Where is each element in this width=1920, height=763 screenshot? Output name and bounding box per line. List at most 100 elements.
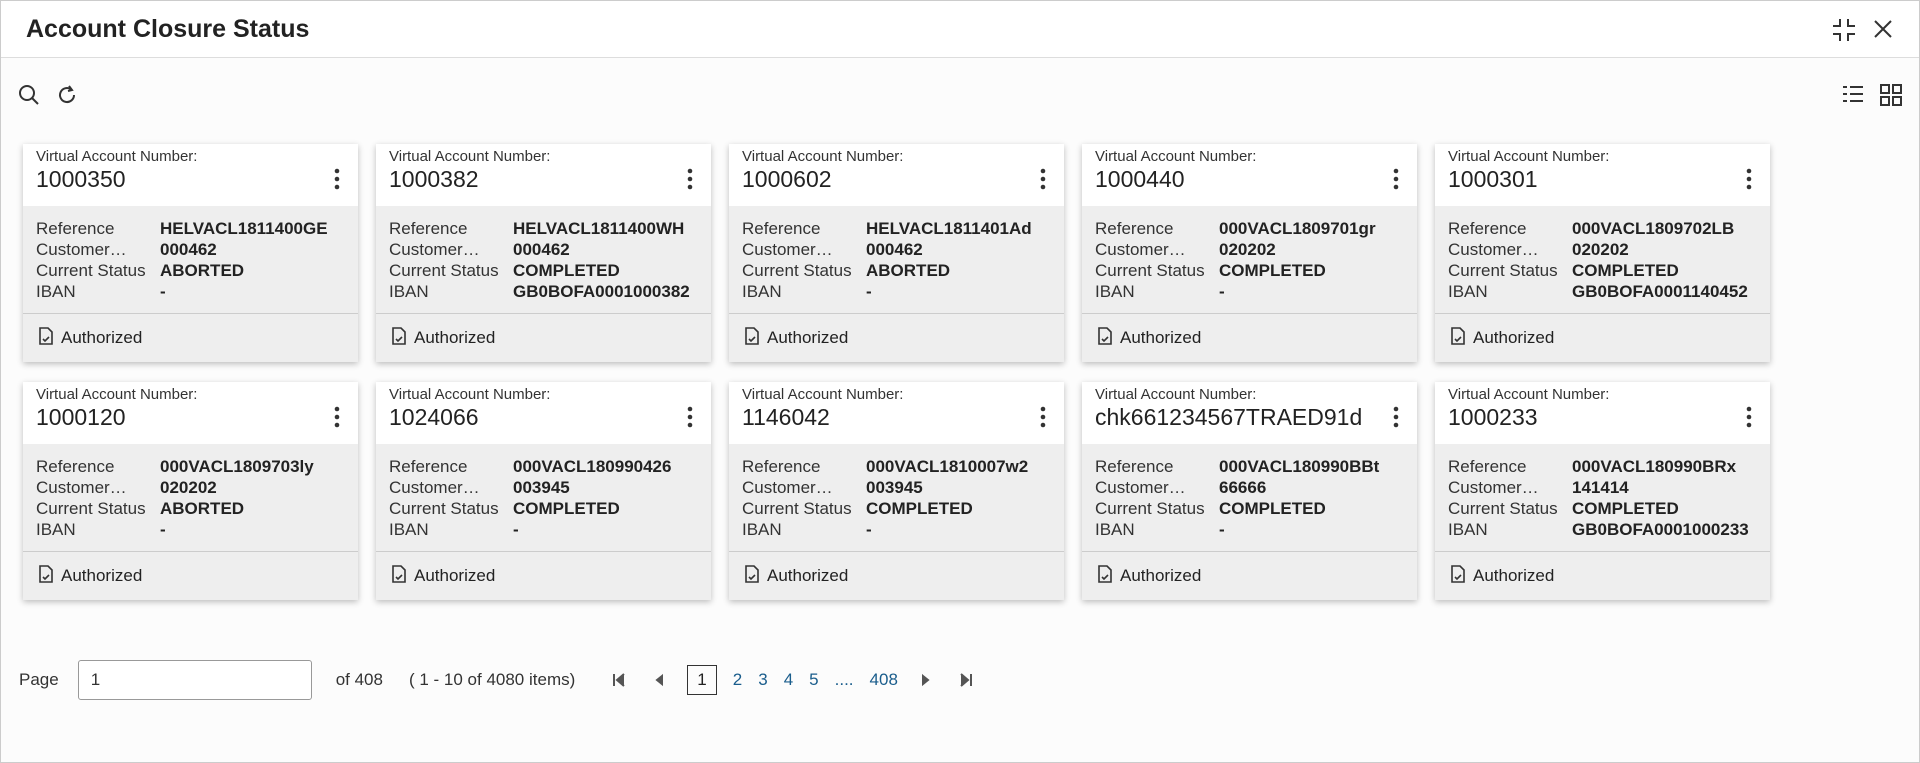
status-icon	[390, 564, 408, 589]
field-row: Current Status COMPLETED	[729, 498, 1064, 519]
page-number[interactable]: 2	[732, 670, 743, 689]
card-header: Virtual Account Number: 1146042	[729, 382, 1064, 444]
card[interactable]: Virtual Account Number: 1146042 Reference 0…	[729, 382, 1064, 600]
account-number: 1000440	[1095, 166, 1185, 192]
field-value: 003945	[866, 478, 923, 497]
field-row: Reference 000VACL1809703ly	[23, 456, 358, 477]
account-label: Virtual Account Number:	[1095, 148, 1257, 165]
menu-button[interactable]	[1393, 406, 1399, 433]
card[interactable]: Virtual Account Number: 1000382 Reference H…	[376, 144, 711, 362]
card[interactable]: Virtual Account Number: 1000350 Reference H…	[23, 144, 358, 362]
status: Authorized	[61, 328, 143, 347]
account-label: Virtual Account Number:	[36, 148, 198, 165]
card[interactable]: Virtual Account Number: chk661234567TRAED…	[1082, 382, 1417, 600]
field-value: COMPLETED	[513, 261, 620, 280]
status-icon	[1449, 564, 1467, 589]
field-row: Current Status ABORTED	[23, 498, 358, 519]
field-value: HELVACL1811401Ad	[866, 219, 1032, 238]
card-footer: Authorized	[1082, 314, 1417, 362]
field-value: 000462	[866, 240, 923, 259]
minimize-button[interactable]	[1831, 17, 1857, 43]
menu-button[interactable]	[687, 168, 693, 195]
card[interactable]: Virtual Account Number: 1000120 Reference 0…	[23, 382, 358, 600]
last-page[interactable]	[958, 672, 974, 688]
list-view-button[interactable]	[1841, 83, 1865, 107]
page-input[interactable]: 1	[77, 660, 312, 700]
field-label: IBAN	[389, 520, 429, 539]
page-number[interactable]: 5	[809, 670, 819, 689]
field-row: Customer… 020202	[1082, 239, 1417, 260]
page-number[interactable]: ....	[834, 670, 854, 689]
menu-button[interactable]	[334, 168, 340, 195]
card-header: Virtual Account Number: 1000233	[1435, 382, 1770, 444]
card-footer: Authorized	[23, 314, 358, 362]
account-label: Virtual Account Number:	[389, 148, 551, 165]
field-row: IBAN -	[729, 281, 1064, 302]
account-number: 1000233	[1448, 404, 1538, 430]
page-number[interactable]: 3	[758, 670, 768, 689]
field-label: IBAN	[742, 282, 782, 301]
card-footer: Authorized	[23, 552, 358, 600]
field-label: Current Status	[36, 261, 146, 280]
field-label: Current Status	[742, 499, 852, 518]
card[interactable]: Virtual Account Number: 1000301 Reference 0…	[1435, 144, 1770, 362]
field-row: IBAN GB0BOFA0001140452	[1435, 281, 1770, 302]
menu-button[interactable]	[1746, 168, 1752, 195]
field-row: Reference HELVACL1811400GE	[23, 218, 358, 239]
field-value: GB0BOFA0001140452	[1572, 282, 1748, 301]
search-button[interactable]	[17, 83, 41, 107]
field-value: -	[1219, 520, 1225, 539]
card-header: Virtual Account Number: 1000440	[1082, 144, 1417, 206]
card-header: Virtual Account Number: 1000602	[729, 144, 1064, 206]
status: Authorized	[61, 566, 143, 585]
status-icon	[743, 326, 761, 351]
field-label: Customer…	[1448, 240, 1539, 259]
refresh-button[interactable]	[55, 83, 79, 107]
card-body: Reference 000VACL180990BBt Customer… 66666 C…	[1082, 444, 1417, 552]
menu-button[interactable]	[1040, 168, 1046, 195]
grid-view-button[interactable]	[1879, 83, 1903, 107]
field-row: IBAN -	[729, 519, 1064, 540]
page-number[interactable]: 4	[783, 670, 794, 689]
card[interactable]: Virtual Account Number: 1000233 Reference 0…	[1435, 382, 1770, 600]
menu-button[interactable]	[1746, 406, 1752, 433]
field-label: Reference	[1448, 219, 1527, 238]
close-button[interactable]	[1873, 19, 1893, 39]
menu-button[interactable]	[1040, 406, 1046, 433]
status: Authorized	[767, 328, 849, 347]
card[interactable]: Virtual Account Number: 1000602 Reference H…	[729, 144, 1064, 362]
field-value: 000VACL180990BRx	[1572, 457, 1737, 476]
card-header: Virtual Account Number: 1000301	[1435, 144, 1770, 206]
page-number[interactable]: 1	[687, 665, 717, 695]
field-value: 020202	[160, 478, 217, 497]
field-row: Customer… 003945	[729, 477, 1064, 498]
card[interactable]: Virtual Account Number: 1000440 Reference 0…	[1082, 144, 1417, 362]
prev-page[interactable]	[651, 672, 667, 688]
card[interactable]: Virtual Account Number: 1024066 Reference 0…	[376, 382, 711, 600]
field-row: Customer… 141414	[1435, 477, 1770, 498]
field-row: Customer… 020202	[1435, 239, 1770, 260]
account-number: chk661234567TRAED91d	[1095, 404, 1363, 430]
field-label: IBAN	[36, 520, 76, 539]
field-label: Reference	[389, 219, 468, 238]
card-body: Reference 000VACL1809703ly Customer… 020202…	[23, 444, 358, 552]
next-page[interactable]	[918, 672, 934, 688]
account-label: Virtual Account Number:	[742, 148, 904, 165]
menu-button[interactable]	[687, 406, 693, 433]
field-label: Current Status	[1448, 261, 1558, 280]
menu-button[interactable]	[1393, 168, 1399, 195]
field-value: -	[866, 520, 872, 539]
field-value: GB0BOFA0001000382	[513, 282, 690, 301]
page-number[interactable]: 408	[869, 670, 898, 689]
card-header: Virtual Account Number: chk661234567TRAED…	[1082, 382, 1417, 444]
first-page[interactable]	[611, 672, 627, 688]
account-label: Virtual Account Number:	[1095, 386, 1257, 403]
account-label: Virtual Account Number:	[36, 386, 198, 403]
field-label: Current Status	[389, 261, 499, 280]
menu-button[interactable]	[334, 406, 340, 433]
status-icon	[1096, 326, 1114, 351]
title: Account Closure Status	[26, 15, 310, 43]
field-row: IBAN -	[1082, 281, 1417, 302]
status: Authorized	[1473, 566, 1555, 585]
status: Authorized	[767, 566, 849, 585]
